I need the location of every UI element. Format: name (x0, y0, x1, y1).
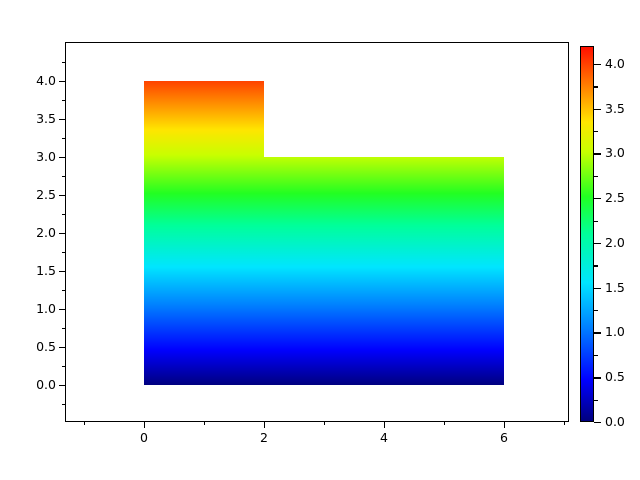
x-tick-minor (204, 421, 206, 425)
y-tick-label: 0.0 (36, 376, 56, 392)
colorbar-tick-minor (594, 175, 598, 178)
x-tick-major (384, 421, 386, 428)
y-tick-label: 3.5 (36, 110, 56, 126)
y-tick-minor (62, 214, 66, 216)
x-tick-minor (324, 421, 326, 425)
colorbar-tick-major (594, 377, 601, 379)
x-tick-label: 0 (140, 430, 148, 445)
y-tick-minor (62, 366, 66, 368)
x-tick-major (504, 421, 506, 428)
y-tick-minor (62, 176, 66, 178)
colorbar-tick-label: 0.5 (605, 368, 625, 384)
colorbar-tick-label: 2.5 (605, 189, 625, 205)
x-tick-label: 6 (500, 430, 508, 445)
colorbar-tick-major (594, 198, 601, 200)
y-tick-label: 2.5 (36, 186, 56, 202)
colorbar-tick-minor (594, 131, 598, 133)
colorbar-tick-minor (594, 220, 598, 222)
colorbar-tick-major (594, 108, 601, 110)
y-tick-minor (62, 404, 66, 406)
y-tick-minor (62, 100, 66, 102)
y-tick-minor (62, 290, 66, 292)
y-tick-minor (62, 252, 66, 254)
plot-area (66, 43, 568, 421)
y-tick-label: 3.0 (36, 148, 56, 164)
colorbar-tick-label: 2.0 (605, 234, 625, 250)
y-tick-major (59, 309, 66, 311)
y-tick-major (59, 385, 66, 387)
x-tick-minor (444, 421, 446, 425)
colorbar-tick-major (594, 63, 601, 66)
y-tick-minor (62, 62, 66, 64)
colorbar-tick-label: 0.0 (605, 413, 625, 429)
y-tick-major (59, 81, 66, 83)
y-tick-label: 4.0 (36, 72, 56, 88)
colorbar-tick-minor (594, 399, 598, 401)
colorbar-tick-major (594, 287, 601, 289)
heatmap-region-right-block (264, 157, 504, 385)
colorbar-tick-major (594, 153, 601, 155)
heatmap-region-tall-left-column (144, 81, 264, 385)
colorbar-tick-label: 3.5 (605, 100, 625, 116)
y-tick-major (59, 347, 66, 349)
colorbar-tick-major (594, 332, 601, 334)
y-tick-major (59, 271, 66, 273)
colorbar-tick-minor (594, 310, 598, 312)
y-tick-label: 1.5 (36, 262, 56, 278)
y-tick-major (59, 233, 66, 235)
x-tick-label: 4 (380, 430, 388, 445)
y-tick-minor (62, 328, 66, 330)
x-tick-label: 2 (260, 430, 268, 445)
y-tick-label: 2.0 (36, 224, 56, 240)
colorbar-tick-minor (594, 354, 598, 357)
x-tick-major (144, 421, 146, 428)
colorbar-tick-label: 1.5 (605, 279, 625, 295)
y-tick-label: 1.0 (36, 300, 56, 316)
y-tick-minor (62, 138, 66, 140)
colorbar-tick-minor (594, 265, 598, 267)
colorbar: 0.0 0.5 1.0 1.5 2.0 2.5 3.0 3.5 4.0 (580, 46, 625, 427)
colorbar-tick-label: 4.0 (605, 55, 625, 71)
x-tick-minor (84, 421, 86, 425)
y-tick-major (59, 119, 66, 121)
plot-axes: 0.0 0.5 1.0 1.5 2.0 2.5 3.0 3.5 4.0 0 2 4 6 (36, 42, 569, 444)
colorbar-tick-label: 1.0 (605, 324, 625, 340)
colorbar-tick-major (594, 422, 601, 424)
colorbar-tick-minor (594, 86, 598, 88)
y-tick-label: 0.5 (36, 338, 56, 354)
y-tick-major (59, 157, 66, 159)
y-tick-major (59, 195, 66, 197)
colorbar-tick-label: 3.0 (605, 145, 625, 161)
colorbar-tick-major (594, 242, 601, 245)
colorbar-gradient (580, 46, 594, 422)
x-tick-minor (564, 421, 566, 425)
x-tick-major (264, 421, 266, 428)
